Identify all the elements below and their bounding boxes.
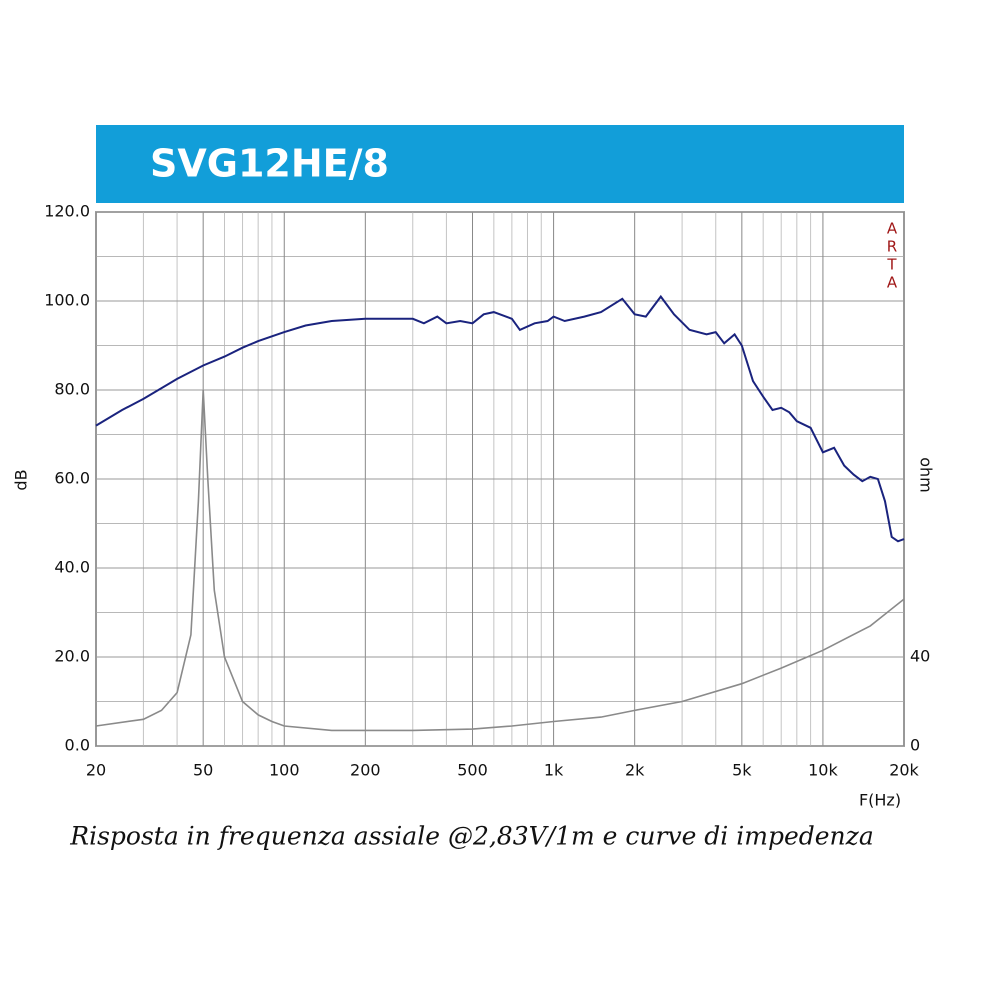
y-tick-label: 20.0 <box>54 647 90 666</box>
x-tick-label: 50 <box>193 761 213 780</box>
y2-tick-label: 0 <box>910 736 920 755</box>
y-tick-label: 100.0 <box>44 291 90 310</box>
x-tick-label: 10k <box>808 761 838 780</box>
y2-axis-label: ohm <box>917 457 936 493</box>
watermark-letter: R <box>887 238 897 256</box>
y-tick-label: 40.0 <box>54 558 90 577</box>
series-line <box>95 389 905 732</box>
x-tick-label: 500 <box>457 761 488 780</box>
chart-title: SVG12HE/8 <box>150 142 389 186</box>
x-tick-label: 20k <box>889 761 919 780</box>
y2-tick-label: 40 <box>910 647 930 666</box>
x-tick-label: 200 <box>350 761 381 780</box>
x-tick-label: 20 <box>86 761 106 780</box>
x-tick-label: 1k <box>544 761 564 780</box>
series-line <box>95 294 905 543</box>
y-tick-label: 80.0 <box>54 380 90 399</box>
watermark-letter: A <box>887 220 898 238</box>
y-tick-label: 120.0 <box>44 202 90 221</box>
x-tick-label: 2k <box>625 761 645 780</box>
watermark-letter: A <box>887 274 898 292</box>
y-tick-label: 0.0 <box>65 736 90 755</box>
x-tick-label: 5k <box>732 761 752 780</box>
x-axis-label: F(Hz) <box>859 791 901 810</box>
watermark-letter: T <box>886 256 897 274</box>
x-tick-label: 100 <box>269 761 300 780</box>
title-banner <box>96 125 904 203</box>
y-axis-label: dB <box>12 469 31 490</box>
y-tick-label: 60.0 <box>54 469 90 488</box>
caption: Risposta in frequenza assiale @2,83V/1m … <box>69 822 873 851</box>
